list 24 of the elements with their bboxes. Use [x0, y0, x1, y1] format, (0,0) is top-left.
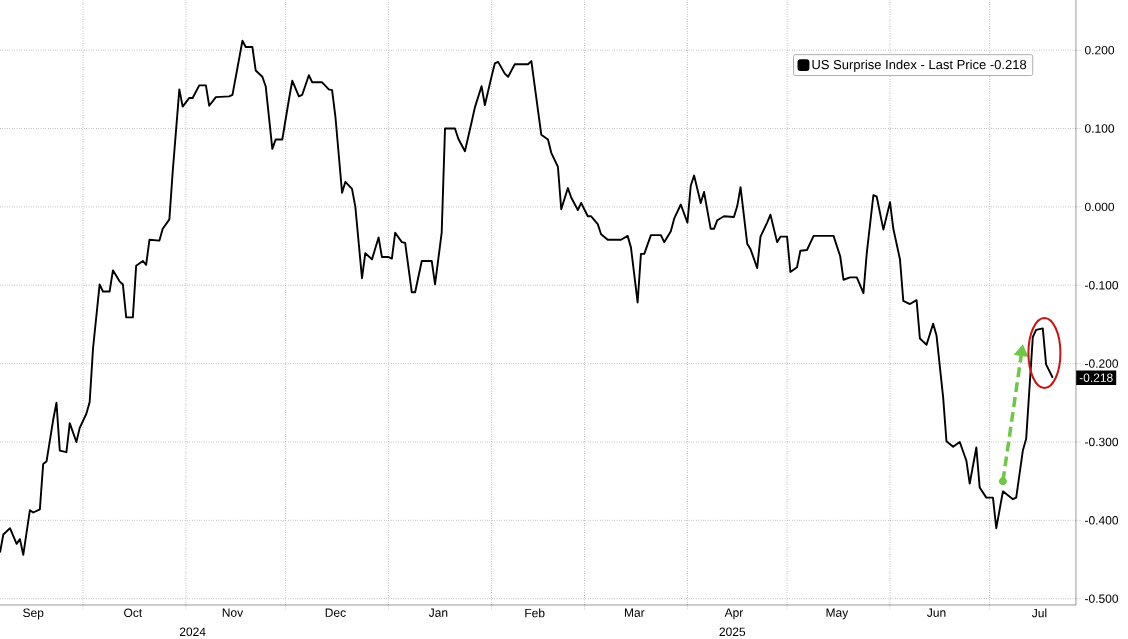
- x-tick-label: Oct: [124, 608, 143, 618]
- x-tick-label: Apr: [724, 608, 744, 620]
- x-tick-label: Jul: [1031, 608, 1047, 618]
- line-series: [0, 39, 1054, 556]
- x-tick-label: Feb: [525, 608, 545, 618]
- y-tick-label: -0.100: [1085, 281, 1119, 290]
- y-tick-label: -0.300: [1085, 437, 1119, 447]
- x-tick-label: Dec: [325, 608, 346, 617]
- x-tick-label: Sep: [23, 608, 44, 620]
- text: 2025: [719, 627, 746, 637]
- annotation: -0.218: [1079, 373, 1113, 382]
- y-tick-label: -0.500: [1085, 594, 1119, 603]
- x-tick-label: Jun: [927, 608, 946, 617]
- text: 2024: [179, 627, 206, 637]
- y-tick-label: -0.400: [1085, 516, 1119, 525]
- legend-label: US Surprise Index - Last Price -0.218: [812, 59, 1027, 72]
- x-tick-label: May: [826, 608, 849, 620]
- x-tick-label: Mar: [624, 608, 645, 617]
- y-tick-label: 0.200: [1084, 45, 1115, 55]
- x-tick-label: Jan: [428, 608, 448, 617]
- y-tick-label: 0.000: [1084, 202, 1115, 212]
- y-tick-label: 0.100: [1084, 124, 1115, 133]
- x-tick-label: Nov: [222, 608, 244, 617]
- y-tick-label: -0.200: [1085, 359, 1119, 368]
